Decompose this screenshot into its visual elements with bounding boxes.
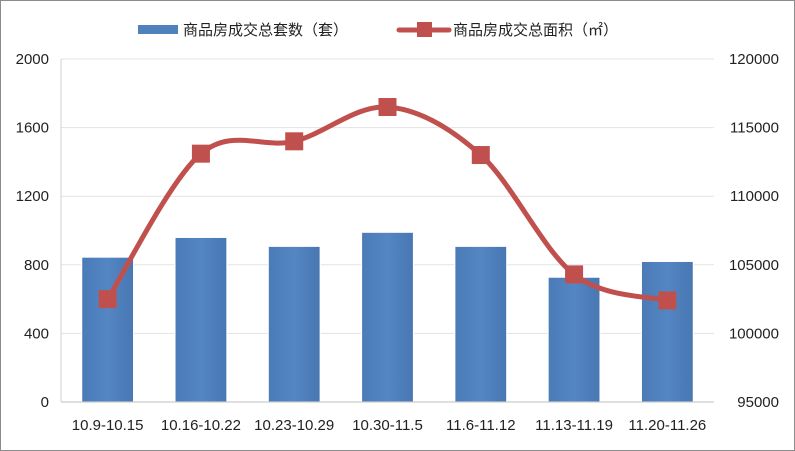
line-marker <box>378 98 397 117</box>
right-axis: 95000 100000 105000 110000 115000 120000 <box>729 51 779 411</box>
legend-bar-swatch <box>138 25 178 34</box>
right-tick-label: 110000 <box>730 188 779 205</box>
left-tick-label: 1600 <box>16 120 49 137</box>
bar <box>174 236 228 403</box>
line-marker <box>565 265 584 284</box>
line-series <box>98 98 677 310</box>
bar <box>640 260 694 403</box>
bar <box>360 231 415 403</box>
bar <box>454 245 508 403</box>
right-tick-label: 95000 <box>737 394 779 411</box>
left-tick-label: 0 <box>41 394 49 411</box>
bar-series <box>81 231 694 403</box>
x-tick-label: 10.23-10.29 <box>254 417 334 434</box>
right-tick-label: 115000 <box>730 120 779 137</box>
left-tick-label: 400 <box>24 325 49 342</box>
line-marker <box>98 290 117 309</box>
bar <box>267 245 321 403</box>
left-tick-label: 1200 <box>16 188 49 205</box>
x-tick-label: 10.16-10.22 <box>161 417 241 434</box>
x-tick-label: 11.13-11.19 <box>535 417 613 434</box>
legend-bar-label: 商品房成交总套数（套） <box>183 21 348 39</box>
right-tick-label: 100000 <box>729 325 779 342</box>
line-marker <box>471 146 490 165</box>
right-tick-label: 120000 <box>729 51 779 68</box>
right-tick-label: 105000 <box>729 257 779 274</box>
legend: 商品房成交总套数（套） 商品房成交总面积（㎡） <box>138 21 618 39</box>
left-tick-label: 800 <box>24 257 49 274</box>
x-tick-label: 11.20-11.26 <box>628 417 706 434</box>
legend-line-marker <box>417 22 432 37</box>
left-tick-label: 2000 <box>16 51 49 68</box>
x-tick-label: 10.30-11.5 <box>352 417 423 434</box>
x-tick-label: 11.6-11.12 <box>446 417 516 434</box>
line-marker <box>191 144 210 163</box>
x-tick-label: 10.9-10.15 <box>72 417 144 434</box>
x-axis: 10.9-10.15 10.16-10.22 10.23-10.29 10.30-11… <box>61 401 714 434</box>
bar <box>547 276 601 403</box>
line-marker <box>658 291 677 310</box>
bar <box>81 256 135 403</box>
legend-line-label: 商品房成交总面积（㎡） <box>453 21 618 39</box>
left-axis: 0 400 800 1200 1600 2000 <box>16 51 62 411</box>
line-marker <box>285 132 304 151</box>
